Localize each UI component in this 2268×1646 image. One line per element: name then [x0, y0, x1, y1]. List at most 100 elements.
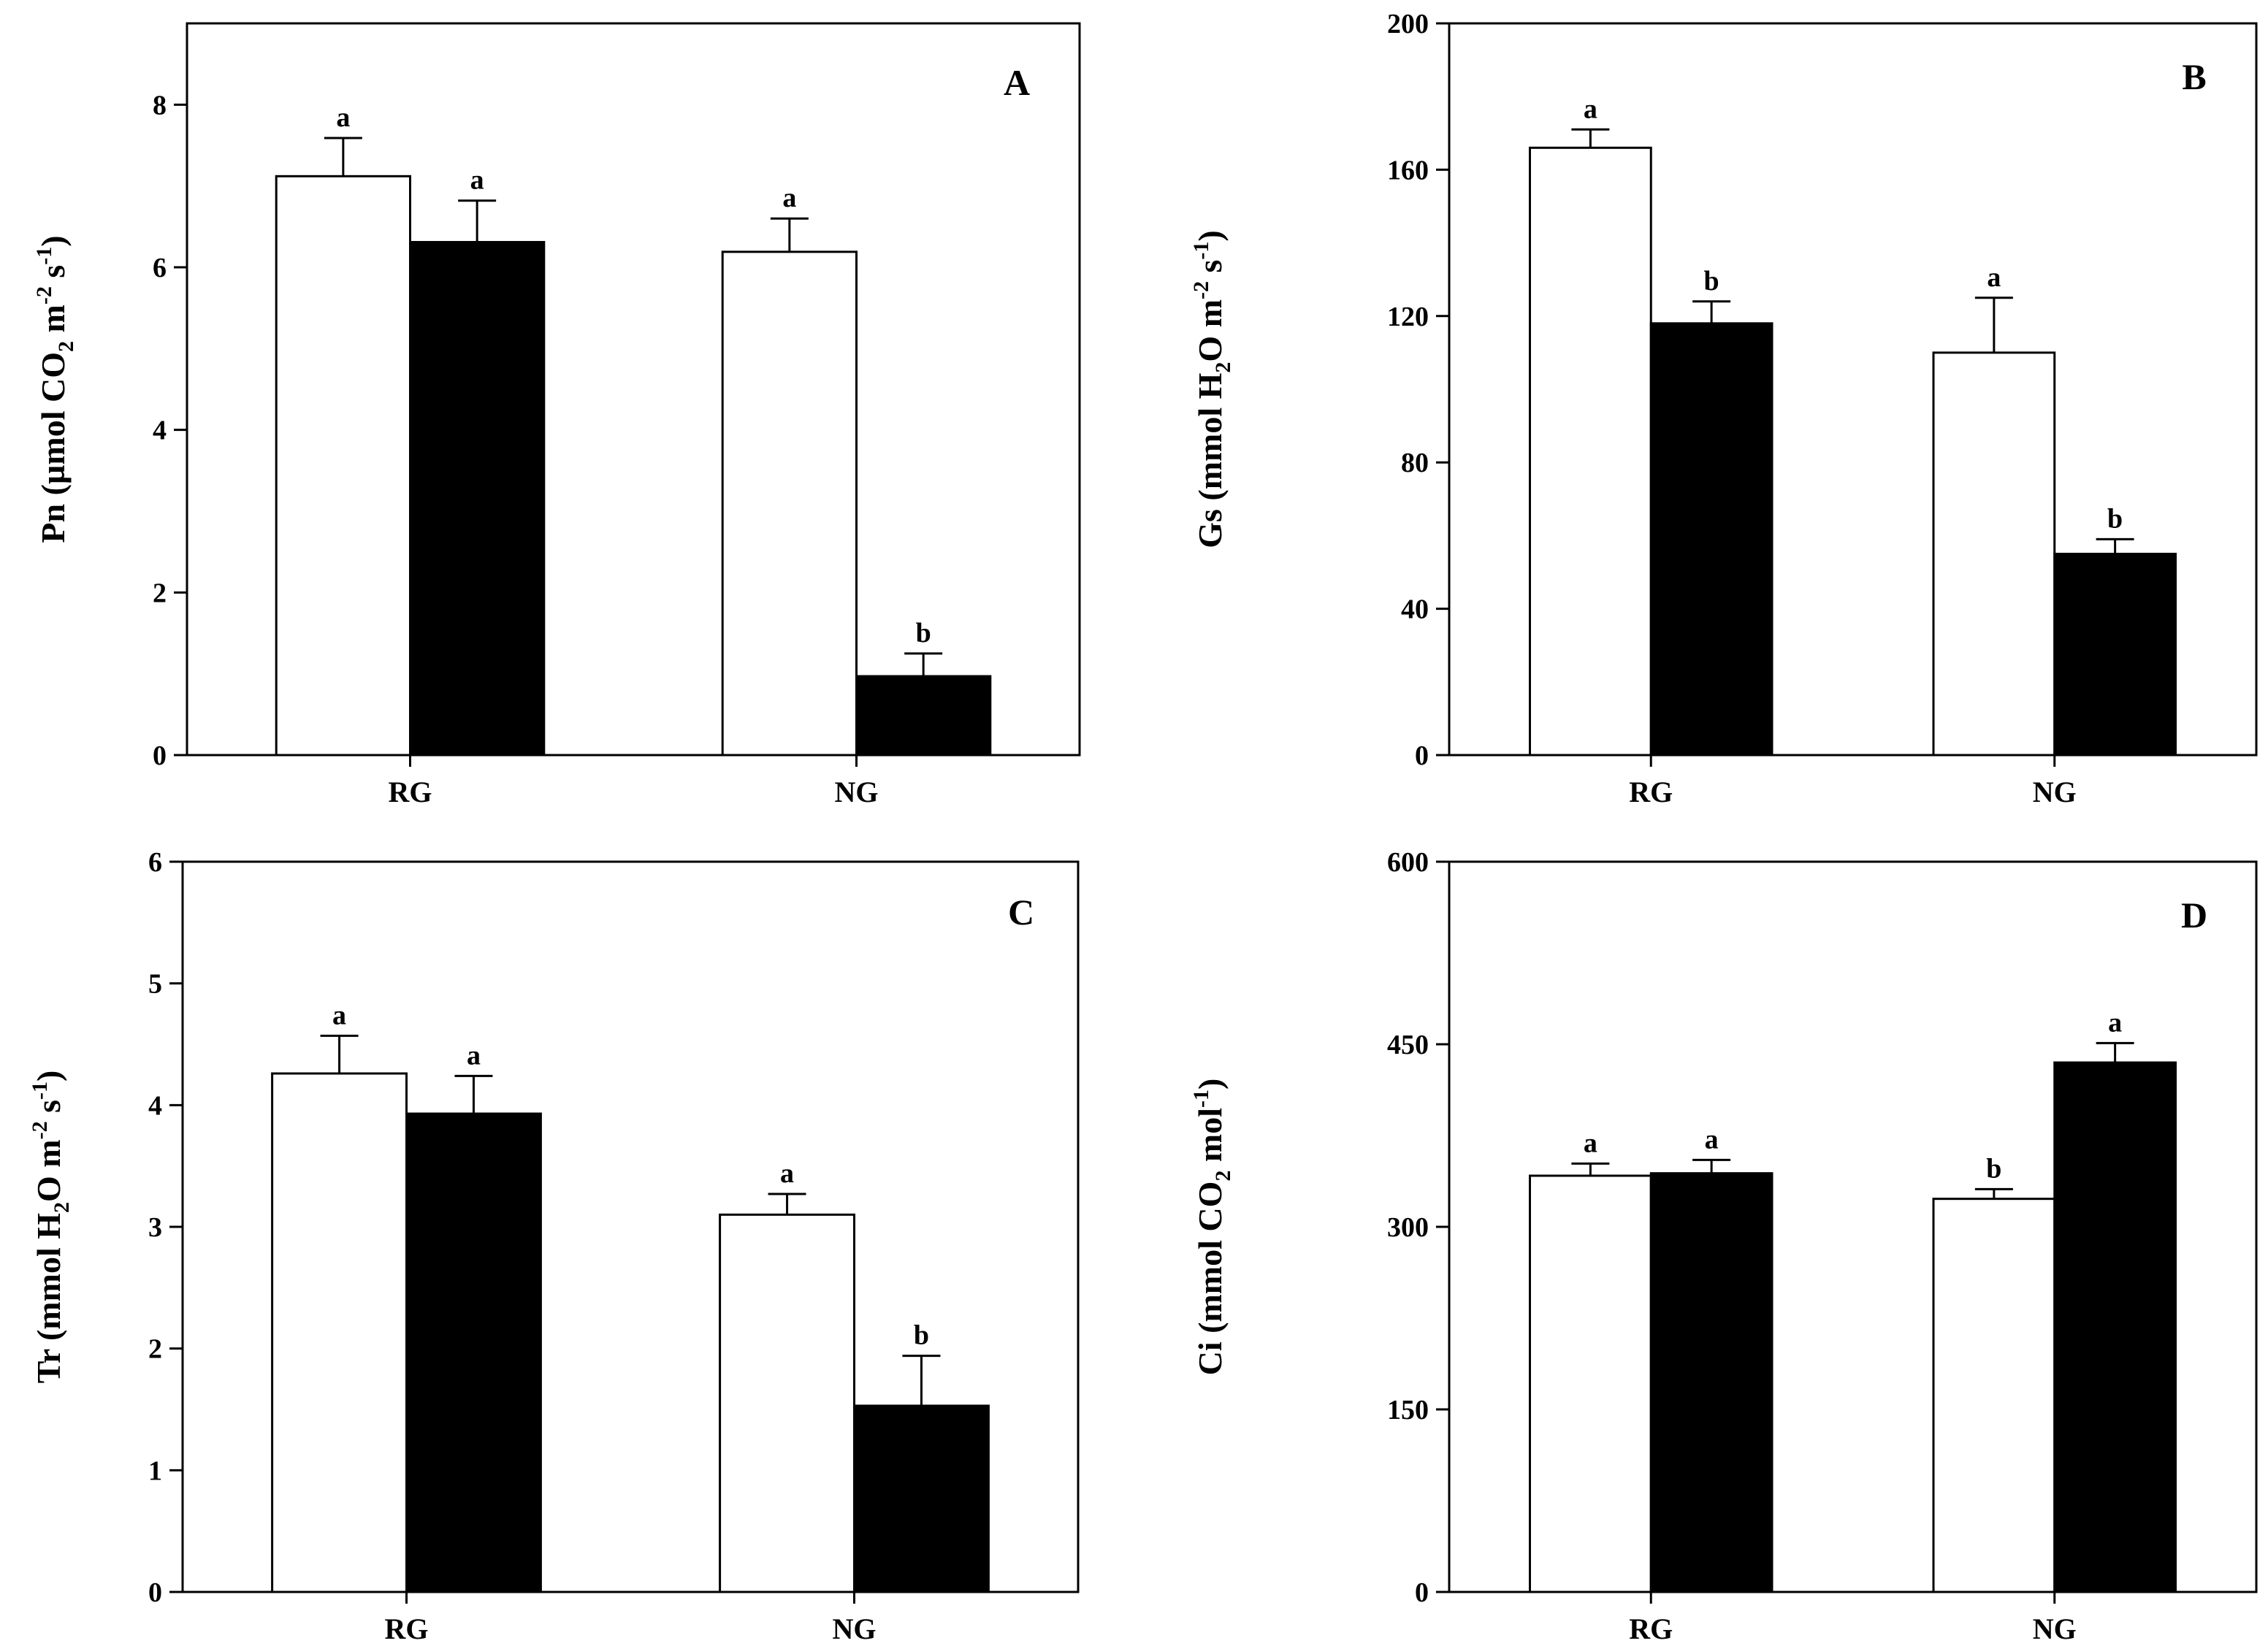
y-axis-label-part: s	[30, 1100, 67, 1121]
y-axis-label-part: -2	[1189, 281, 1213, 299]
y-axis-label-part: )	[30, 1071, 67, 1082]
y-axis-label-part: -2	[32, 286, 56, 305]
bar-black	[1649, 1172, 1773, 1593]
y-tick-label: 1	[148, 1455, 162, 1486]
bar-black	[853, 1404, 990, 1593]
bar-white	[719, 1213, 855, 1593]
significance-letter: b	[2107, 503, 2123, 534]
x-category-label: NG	[835, 776, 879, 808]
bar-black	[409, 240, 546, 757]
plot-frame	[186, 22, 1081, 757]
significance-letter: a	[467, 1040, 481, 1071]
y-tick-label: 600	[1387, 847, 1429, 878]
y-tick-label: 3	[148, 1212, 162, 1243]
x-category-label: RG	[1629, 1612, 1673, 1645]
chart-panel-d: 0 150 300 450 600 RG a a NG b a D Ci (mmol CO2 mol-1…	[1189, 847, 2258, 1645]
x-category-label: RG	[389, 776, 432, 808]
significance-letter: b	[1986, 1153, 2001, 1184]
y-axis-label-part: 2	[54, 341, 78, 352]
x-category-label: RG	[385, 1612, 429, 1645]
y-tick-label: 0	[1415, 1577, 1429, 1608]
chart-panel-c: 0 1 2 3 4 5 6 RG a a NG a b C Tr (mmol H2O m-2 s-1)	[28, 847, 1080, 1645]
significance-letter: a	[336, 102, 350, 133]
bar-black	[855, 675, 992, 757]
y-tick-label: 4	[153, 416, 167, 446]
bar-black	[2053, 552, 2177, 757]
y-axis-label: Gs (mmol H2O m-2 s-1)	[1189, 230, 1235, 548]
y-axis-label-part: mol	[1191, 1108, 1229, 1171]
panel-letter: D	[2181, 895, 2207, 935]
y-axis-label-part: 2	[1211, 1171, 1235, 1182]
bar-black	[1649, 322, 1773, 757]
y-tick-label: 0	[1415, 740, 1429, 771]
y-axis-label-part: Ci (mmol CO	[1191, 1182, 1229, 1376]
significance-letter: a	[470, 165, 484, 196]
y-axis-label-part: )	[34, 235, 72, 246]
significance-letter: a	[1705, 1124, 1719, 1155]
bar-white	[1932, 1198, 2056, 1593]
y-axis-label-part: )	[1191, 1079, 1229, 1090]
bar-white	[1529, 1174, 1652, 1593]
y-tick-label: 0	[148, 1577, 162, 1608]
y-axis-label-part: )	[1191, 230, 1229, 241]
significance-letter: a	[1987, 262, 2001, 293]
y-tick-label: 2	[148, 1334, 162, 1365]
y-axis-label-part: -1	[32, 247, 56, 265]
y-tick-label: 0	[153, 740, 167, 771]
significance-letter: b	[914, 1320, 929, 1351]
y-tick-label: 6	[153, 253, 167, 283]
x-category-label: NG	[2033, 1612, 2077, 1645]
y-axis-label-part: -1	[28, 1082, 52, 1100]
y-axis-label-part: s	[34, 265, 72, 286]
significance-letter: a	[1584, 93, 1597, 124]
y-axis-label-part: -2	[28, 1121, 52, 1139]
y-axis-label: Pn (µmol CO2 m-2 s-1)	[32, 235, 78, 543]
y-axis-label-part: O m	[1191, 299, 1229, 362]
panel-letter: A	[1004, 62, 1030, 103]
panel-letter: C	[1008, 892, 1034, 933]
y-tick-label: 80	[1401, 448, 1429, 478]
y-tick-label: 2	[153, 578, 167, 608]
y-tick-label: 120	[1387, 302, 1429, 332]
bar-white	[1529, 146, 1652, 757]
y-tick-label: 5	[148, 969, 162, 1000]
y-tick-label: 450	[1387, 1030, 1429, 1060]
significance-letter: a	[782, 183, 796, 213]
y-axis-label-part: Pn (µmol CO	[34, 352, 72, 543]
y-tick-label: 6	[148, 847, 162, 878]
x-category-label: NG	[833, 1612, 877, 1645]
significance-letter: a	[780, 1158, 794, 1189]
y-tick-label: 300	[1387, 1212, 1429, 1243]
x-category-label: NG	[2033, 776, 2077, 808]
y-axis-label-part: s	[1191, 260, 1229, 281]
y-axis-label: Ci (mmol CO2 mol-1)	[1189, 1079, 1235, 1376]
y-axis-label-part: -1	[1189, 1090, 1213, 1108]
bar-white	[275, 175, 412, 757]
y-axis-label-part: 2	[1211, 362, 1235, 373]
significance-letter: a	[332, 1000, 346, 1030]
y-tick-label: 40	[1401, 594, 1429, 625]
y-axis-label-part: O m	[30, 1139, 67, 1202]
x-category-label: RG	[1629, 776, 1673, 808]
bar-white	[721, 250, 858, 757]
y-axis-label-part: m	[34, 305, 72, 341]
bar-white	[271, 1072, 408, 1593]
significance-letter: b	[916, 618, 931, 648]
panel-letter: B	[2182, 56, 2206, 97]
bar-black	[2053, 1061, 2177, 1593]
y-axis-label-part: 2	[50, 1202, 74, 1213]
y-tick-label: 4	[148, 1090, 162, 1121]
y-axis-label-part: -1	[1189, 242, 1213, 260]
y-axis-label: Tr (mmol H2O m-2 s-1)	[28, 1071, 74, 1384]
plot-frame	[1448, 22, 2258, 757]
y-tick-label: 200	[1387, 9, 1429, 39]
significance-letter: a	[2108, 1007, 2122, 1038]
bar-black	[405, 1112, 542, 1593]
y-tick-label: 8	[153, 90, 167, 120]
y-tick-label: 160	[1387, 155, 1429, 185]
significance-letter: a	[1584, 1128, 1597, 1158]
significance-letter: b	[1704, 266, 1719, 296]
y-axis-label-part: Gs (mmol H	[1191, 372, 1229, 548]
